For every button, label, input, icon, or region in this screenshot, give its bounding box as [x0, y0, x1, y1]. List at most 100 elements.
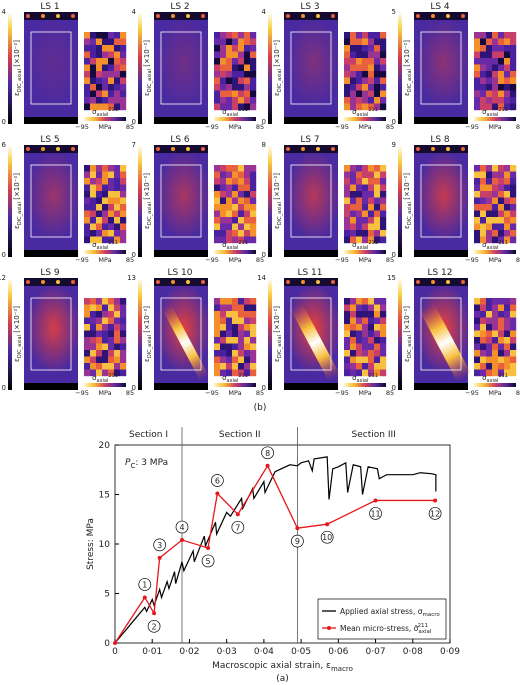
micro-map-cell [350, 337, 357, 344]
micro-map-cell [474, 197, 481, 205]
speckle [286, 14, 290, 18]
strain-hotspot [286, 150, 341, 241]
colorbar-tick-label: 5 [392, 8, 396, 16]
micro-map-cell [344, 324, 351, 331]
micro-map-cell [486, 337, 493, 344]
micro-map-cell [344, 97, 351, 104]
micro-map-cell [480, 171, 487, 179]
micro-map-cell [374, 38, 381, 46]
micro-map-cell [114, 197, 121, 205]
point-label-circle [231, 520, 245, 534]
micro-map-cell [510, 77, 517, 85]
micro-map-cell [368, 84, 375, 91]
micro-map-cell [238, 343, 245, 351]
micro-map-cell [120, 356, 127, 364]
micro-map-cell [114, 204, 121, 211]
micro-map-cell [474, 330, 481, 338]
shear-band [162, 304, 209, 381]
label-sub: DIC_axial [277, 202, 283, 225]
micro-map-cell [102, 97, 109, 104]
micro-map-cell [244, 324, 251, 331]
micro-map-cell [226, 330, 233, 338]
micro-map-cell [120, 165, 127, 172]
micro-colorbar-tick-label: 85 [516, 123, 520, 131]
micro-map-cell [510, 197, 517, 205]
micro-map-cell [362, 210, 369, 218]
roi-box [30, 164, 72, 238]
label-unit: [×10⁻²] [143, 173, 151, 202]
micro-map-cell [108, 337, 115, 344]
micro-map-cell [226, 58, 233, 65]
specimen-top [414, 12, 468, 20]
micro-map-cell [102, 184, 109, 192]
micro-map-cell [84, 97, 91, 104]
micro-map-cell [362, 337, 369, 344]
micro-map-cell [232, 84, 239, 91]
micro-map-cell [504, 84, 511, 91]
micro-map-cell [114, 223, 121, 231]
micro-map-cell [374, 191, 381, 198]
micro-map-cell [114, 343, 121, 351]
micro-colorbar-unit: MPa [488, 389, 501, 397]
label-sub: DIC_axial [147, 335, 153, 358]
micro-map-cell [344, 363, 351, 370]
micro-map-cell [238, 197, 245, 205]
point-label-circle [211, 474, 224, 487]
micro-map-cell [350, 223, 357, 231]
micro-map-cell [344, 165, 351, 172]
micro-map-cell [374, 217, 381, 224]
micro-map-cell [108, 197, 115, 205]
micro-map-cell [114, 217, 121, 224]
micro-map-cell [362, 58, 369, 65]
micro-map-cell [356, 32, 363, 39]
micro-map-cell [498, 178, 505, 185]
micro-map-cell [504, 298, 511, 305]
micro-map-cell [362, 103, 369, 111]
micro-map-cell [368, 197, 375, 205]
micro-map-cell [510, 350, 517, 357]
micro-map-cell [96, 191, 103, 198]
colorbar-tick-label: 0 [392, 384, 396, 392]
micro-map-cell [350, 45, 357, 52]
micro-map-cell [356, 217, 363, 224]
micro-map-cell [120, 204, 127, 211]
speckle [316, 280, 320, 284]
micro-map-cell [474, 90, 481, 98]
micro-map-cell [350, 171, 357, 179]
panel-title: LS 1 [40, 2, 59, 12]
label-symbol: σ [352, 241, 357, 249]
label-symbol: ε [143, 92, 151, 96]
micro-map-cell [344, 77, 351, 85]
micro-colorbar-unit: MPa [358, 389, 371, 397]
micro-map-cell [84, 317, 91, 325]
micro-map-cell [380, 311, 387, 318]
panel-title: LS 2 [170, 2, 189, 12]
micro-map-cell [244, 363, 251, 370]
micro-map-cell [214, 38, 221, 46]
strain-hotspot [416, 150, 471, 241]
micro-map-cell [226, 317, 233, 325]
micro-map-cell [96, 204, 103, 211]
micro-map-cell [486, 356, 493, 364]
micro-map-cell [362, 191, 369, 198]
speckle [416, 280, 420, 284]
micro-map-cell [356, 317, 363, 325]
micro-map-cell [220, 197, 227, 205]
micro-map-cell [504, 343, 511, 351]
micro-map-cell [350, 178, 357, 185]
micro-map-cell [226, 369, 233, 377]
micro-map-cell [368, 165, 375, 172]
specimen-top [284, 12, 338, 20]
micro-map-cell [214, 165, 221, 172]
micro-map-cell [344, 204, 351, 211]
micro-map-cell [504, 97, 511, 104]
micro-map-cell [374, 311, 381, 318]
micro-map-cell [498, 337, 505, 344]
micro-map-cell [84, 171, 91, 179]
micro-map-cell [102, 298, 109, 305]
micro-map-cell [232, 71, 239, 78]
micro-map-cell [220, 363, 227, 370]
micro-map-cell [510, 191, 517, 198]
micro-stress-point [295, 526, 300, 531]
micro-map-cell [480, 165, 487, 172]
